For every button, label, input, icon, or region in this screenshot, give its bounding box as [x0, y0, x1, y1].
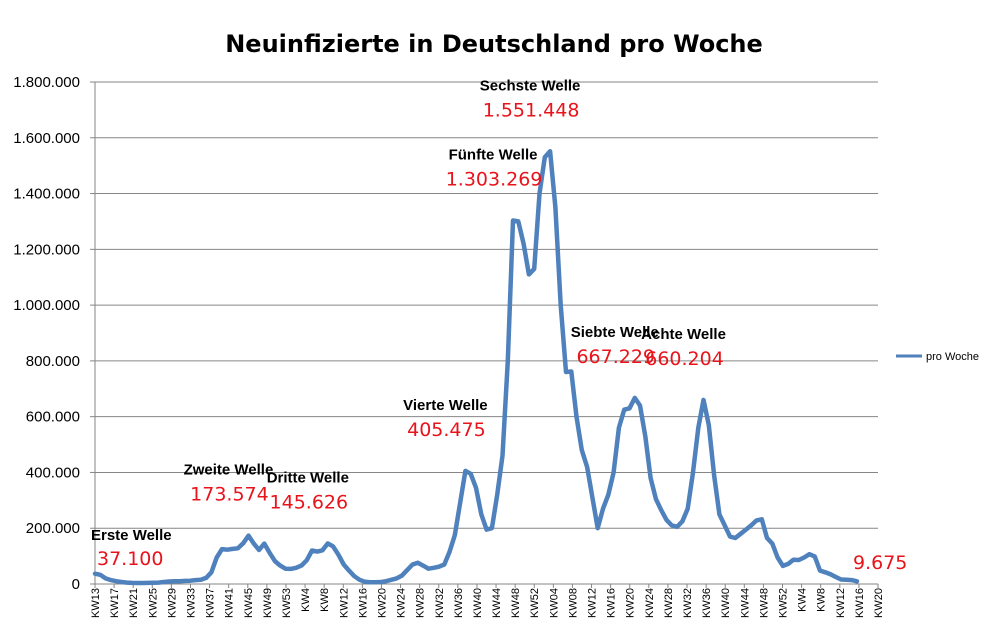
y-tick-label: 400.000: [26, 464, 80, 481]
y-tick-label: 1.600.000: [13, 130, 80, 147]
x-tick-label: KW29: [166, 588, 178, 618]
wave-value: 9.675: [853, 552, 907, 574]
wave-label: Siebte Welle: [571, 324, 659, 341]
wave-annotations: Erste Welle 37.100 Zweite Welle 173.574Drit…: [91, 77, 907, 574]
x-tick-label: KW16: [854, 588, 866, 618]
wave-label: Dritte Welle: [267, 469, 349, 486]
x-tick-label: KW4: [300, 588, 312, 612]
x-tick-label: KW32: [682, 588, 694, 618]
wave-value: 1.303.269: [446, 169, 543, 191]
x-tick-label: KW52: [529, 588, 541, 618]
x-tick-label: KW17: [109, 588, 121, 618]
x-tick-label: KW33: [185, 588, 197, 618]
y-tick-label: 1.000.000: [13, 297, 80, 314]
x-tick-label: KW36: [701, 588, 713, 618]
x-tick-label: KW24: [396, 588, 408, 618]
wave-value: 37.100: [97, 548, 163, 570]
x-tick-label: KW12: [587, 588, 599, 618]
x-tick-label: KW40: [472, 588, 484, 618]
x-tick-label: KW12: [835, 588, 847, 618]
x-tick-label: KW04: [548, 588, 560, 618]
x-tick-label: KW4: [797, 588, 809, 612]
y-tick-label: 0: [72, 576, 80, 593]
wave-label: Fünfte Welle: [449, 147, 538, 164]
legend-label: pro Woche: [926, 351, 979, 363]
legend: pro Woche: [896, 351, 979, 363]
x-tick-label: KW28: [415, 588, 427, 618]
y-tick-label: 1.200.000: [13, 241, 80, 258]
x-tick-label: KW52: [778, 588, 790, 618]
x-tick-label: KW48: [510, 588, 522, 618]
y-tick-label: 200.000: [26, 520, 80, 537]
x-tick-label: KW20: [873, 588, 885, 618]
x-tick-label: KW53: [281, 588, 293, 618]
x-tick-label: KW44: [739, 588, 751, 618]
wave-value: 1.551.448: [483, 99, 580, 121]
x-tick-label: KW08: [567, 588, 579, 618]
chart-title: Neuinfizierte in Deutschland pro Woche: [225, 30, 763, 58]
x-tick-label: KW32: [434, 588, 446, 618]
wave-label: Vierte Welle: [403, 397, 488, 414]
x-tick-label: KW45: [243, 588, 255, 618]
x-tick-label: KW8: [816, 588, 828, 612]
y-tick-label: 600.000: [26, 409, 80, 426]
x-tick-label: KW20: [376, 588, 388, 618]
wave-value: 660.204: [645, 348, 724, 370]
x-tick-label: KW37: [205, 588, 217, 618]
x-tick-label: KW12: [338, 588, 350, 618]
x-tick-label: KW44: [491, 588, 503, 618]
y-tick-label: 1.400.000: [13, 186, 80, 203]
y-tick-label: 1.800.000: [13, 74, 80, 91]
grid: [95, 81, 878, 585]
series-line-pro-woche: [92, 149, 860, 586]
y-axis: 0 200.000 400.000 600.000 800.000 1.000.000 1.…: [13, 74, 878, 593]
x-axis: KW13 KW17 KW21 KW25 KW29 KW33 KW37 KW41 KW45 KW49…: [90, 584, 885, 618]
x-tick-label: KW24: [644, 588, 656, 618]
x-tick-label: KW8: [319, 588, 331, 612]
x-tick-label: KW16: [606, 588, 618, 618]
wave-value: 145.626: [270, 491, 349, 513]
x-tick-label: KW21: [128, 588, 140, 618]
wave-value: 667.229: [576, 346, 655, 368]
x-tick-label: KW36: [453, 588, 465, 618]
x-tick-label: KW25: [147, 588, 159, 618]
x-tick-label: KW16: [357, 588, 369, 618]
wave-label: Achte Welle: [641, 326, 726, 343]
wave-label: Sechste Welle: [480, 77, 581, 94]
wave-label: Zweite Welle: [184, 462, 274, 479]
x-tick-label: KW20: [625, 588, 637, 618]
x-tick-label: KW28: [663, 588, 675, 618]
x-tick-label: KW41: [224, 588, 236, 618]
wave-value: 173.574: [190, 484, 269, 506]
x-tick-label: KW49: [262, 588, 274, 618]
x-tick-label: KW13: [90, 588, 102, 618]
x-tick-label: KW40: [720, 588, 732, 618]
y-tick-label: 800.000: [26, 353, 80, 370]
wave-label: Erste Welle: [91, 527, 172, 544]
wave-value: 405.475: [407, 419, 486, 441]
x-tick-label: KW48: [758, 588, 770, 618]
